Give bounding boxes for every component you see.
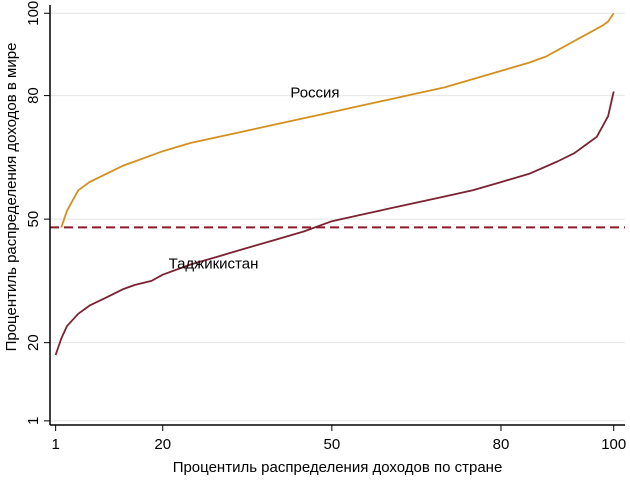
x-axis-title: Процентиль распределения доходов по стра… bbox=[173, 459, 503, 476]
annotation-tajikistan: Таджикистан bbox=[169, 256, 259, 273]
y-tick-label-50: 50 bbox=[25, 211, 42, 228]
x-tick-label-80: 80 bbox=[493, 436, 510, 453]
series-line-russia bbox=[60, 12, 615, 228]
y-tick-label-1: 1 bbox=[25, 417, 42, 425]
y-tick-label-100: 100 bbox=[25, 1, 42, 26]
axes bbox=[44, 5, 625, 431]
y-tick-label-80: 80 bbox=[25, 87, 42, 104]
y-tick-label-20: 20 bbox=[25, 334, 42, 351]
annotation-russia: Россия bbox=[290, 85, 339, 102]
y-axis-title: Процентиль распределения доходов в мире bbox=[3, 43, 20, 352]
x-tick-label-1: 1 bbox=[51, 436, 59, 453]
x-tick-label-100: 100 bbox=[601, 436, 626, 453]
series-lines bbox=[54, 12, 615, 356]
x-tick-label-20: 20 bbox=[154, 436, 171, 453]
x-tick-label-50: 50 bbox=[324, 436, 341, 453]
series-line-tajikistan bbox=[54, 91, 615, 356]
